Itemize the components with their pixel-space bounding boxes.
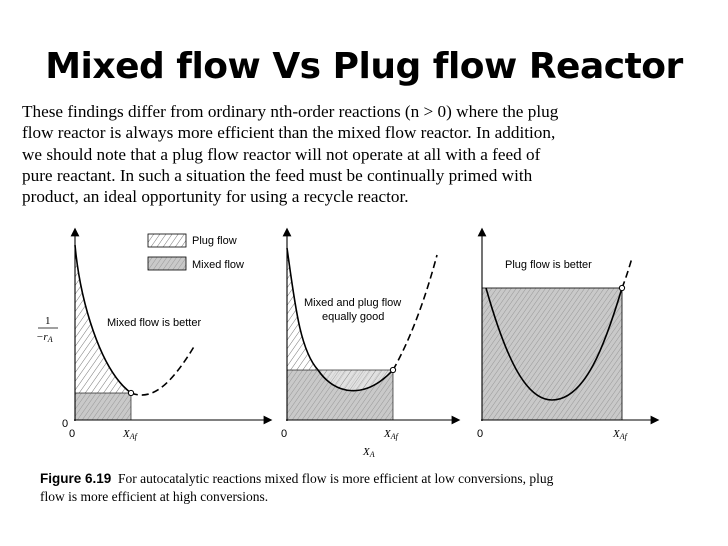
body-paragraph: These findings differ from ordinary nth-…: [22, 101, 712, 207]
legend: Plug flow Mixed flow: [147, 233, 244, 271]
legend-mixed-label: Mixed flow: [192, 259, 244, 271]
page-title: Mixed flow Vs Plug flow Reactor: [45, 46, 683, 87]
panel1-origin-x: 0: [69, 428, 75, 440]
panel2-region-label-line2: equally good: [322, 311, 384, 323]
panel2-plug-area: [287, 248, 318, 370]
x-axis-label: XA: [362, 446, 375, 459]
figure-caption: Figure 6.19 For autocatalytic reactions …: [40, 470, 670, 506]
panel3-curve-solid: [485, 287, 623, 401]
paragraph-line: product, an ideal opportunity for using …: [22, 187, 409, 207]
caption-text-line1: For autocatalytic reactions mixed flow i…: [118, 471, 554, 486]
legend-plug-label: Plug flow: [192, 235, 237, 247]
caption-label: Figure 6.19: [40, 471, 112, 486]
panel2-curve-solid: [286, 247, 394, 392]
panel3-operating-point: [618, 284, 626, 292]
panel-3: Plug flow is better 0 XAf: [477, 227, 660, 441]
figure-6-19: Plug flow Mixed flow 1 −rA Mixed flow is…: [36, 227, 660, 459]
panel3-xaf-label: XAf: [612, 428, 629, 441]
y-label-denominator: −rA: [36, 331, 53, 344]
panel2-xaf-label: XAf: [383, 428, 400, 441]
legend-mixed-swatch: [147, 256, 187, 271]
panel1-mixed-area: [74, 392, 132, 421]
panel1-region-label: Mixed flow is better: [107, 317, 201, 329]
legend-plug-swatch: [147, 233, 187, 248]
panel-1: Mixed flow is better 0 0 XAf: [62, 227, 273, 441]
panel3-curve-dashed: [621, 257, 633, 289]
panel1-origin-y: 0: [62, 418, 68, 430]
panel2-origin-x: 0: [281, 428, 287, 440]
panel2-operating-point: [389, 366, 397, 374]
panel1-curve-dashed: [130, 344, 196, 396]
paragraph-line: These findings differ from ordinary nth-…: [22, 102, 559, 121]
panel3-region-label: Plug flow is better: [505, 259, 592, 271]
panel1-operating-point: [127, 389, 135, 397]
paragraph-line: we should note that a plug flow reactor …: [22, 144, 541, 164]
panel-2: Mixed and plug flow equally good 0 XAf X…: [281, 227, 461, 459]
paragraph-line: flow reactor is always more efficient th…: [22, 123, 556, 143]
panel2-region-label-line1: Mixed and plug flow: [304, 297, 401, 309]
panel3-origin-x: 0: [477, 428, 483, 440]
panel1-xaf-label: XAf: [122, 428, 139, 441]
panel1-curve-solid: [74, 244, 132, 394]
panel1-plug-area: [75, 245, 131, 420]
paragraph-line: pure reactant. In such a situation the f…: [22, 165, 533, 185]
panel2-curve-dashed: [392, 254, 438, 371]
y-axis-label: 1 −rA: [36, 315, 58, 344]
y-label-numerator: 1: [45, 315, 51, 327]
panel2-curve-under-fill: [318, 370, 393, 391]
caption-text-line2: flow is more efficient at high conversio…: [40, 489, 269, 504]
